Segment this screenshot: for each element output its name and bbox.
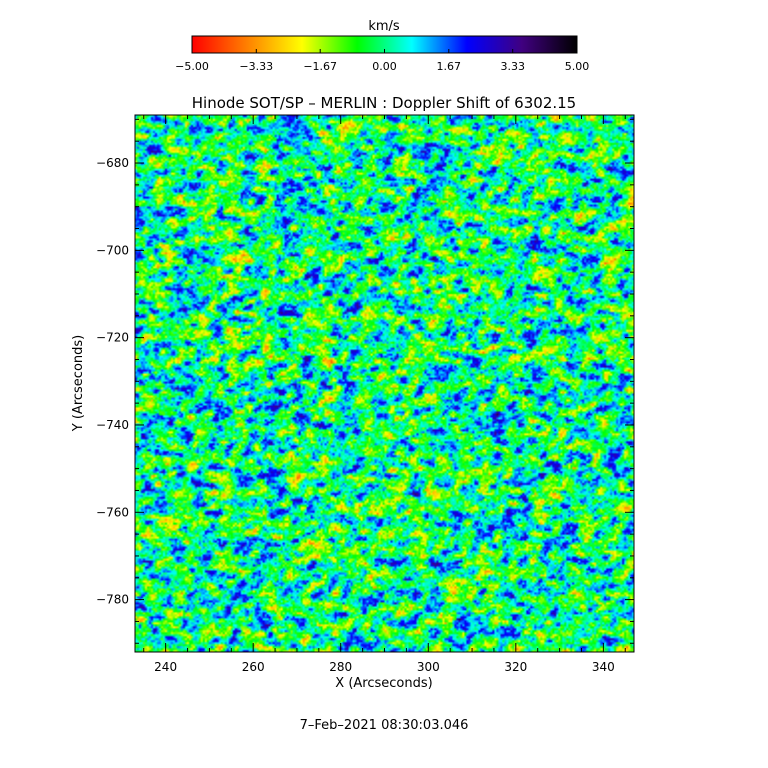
observation-date: 7–Feb–2021 08:30:03.046: [300, 718, 469, 733]
colorbar-tick-label: −1.67: [303, 60, 337, 73]
colorbar-tick-label: 1.67: [437, 60, 462, 73]
y-tick-label: −740: [96, 418, 129, 432]
colorbar-tick-label: −5.00: [175, 60, 209, 73]
y-axis-label: Y (Arcseconds): [71, 335, 86, 432]
y-axis: −680 −700 −720 −740 −760 −780: [96, 118, 634, 644]
x-tick-label: 260: [242, 660, 265, 674]
chart-title: Hinode SOT/SP – MERLIN : Doppler Shift o…: [192, 94, 576, 112]
colorbar-label: km/s: [368, 19, 400, 34]
colorbar-tick-label: 5.00: [565, 60, 590, 73]
x-tick-label: 280: [329, 660, 352, 674]
doppler-heatmap: [135, 115, 634, 652]
y-tick-label: −780: [96, 593, 129, 607]
x-axis: 240 260 280 300 320 340: [143, 115, 626, 674]
colorbar-tick-label: 0.00: [372, 60, 397, 73]
y-tick-label: −760: [96, 505, 129, 519]
colorbar-tick-label: −3.33: [239, 60, 273, 73]
x-tick-label: 240: [154, 660, 177, 674]
heatmap-image: [135, 115, 634, 652]
colorbar-ticks: −5.00 −3.33 −1.67 0.00 1.67 3.33 5.00: [175, 49, 589, 73]
x-tick-label: 300: [417, 660, 440, 674]
y-tick-label: −680: [96, 156, 129, 170]
x-tick-label: 320: [504, 660, 527, 674]
colorbar-tick-label: 3.33: [500, 60, 525, 73]
x-tick-label: 340: [592, 660, 615, 674]
y-tick-label: −720: [96, 331, 129, 345]
y-tick-label: −700: [96, 243, 129, 257]
x-axis-label: X (Arcseconds): [335, 676, 432, 691]
